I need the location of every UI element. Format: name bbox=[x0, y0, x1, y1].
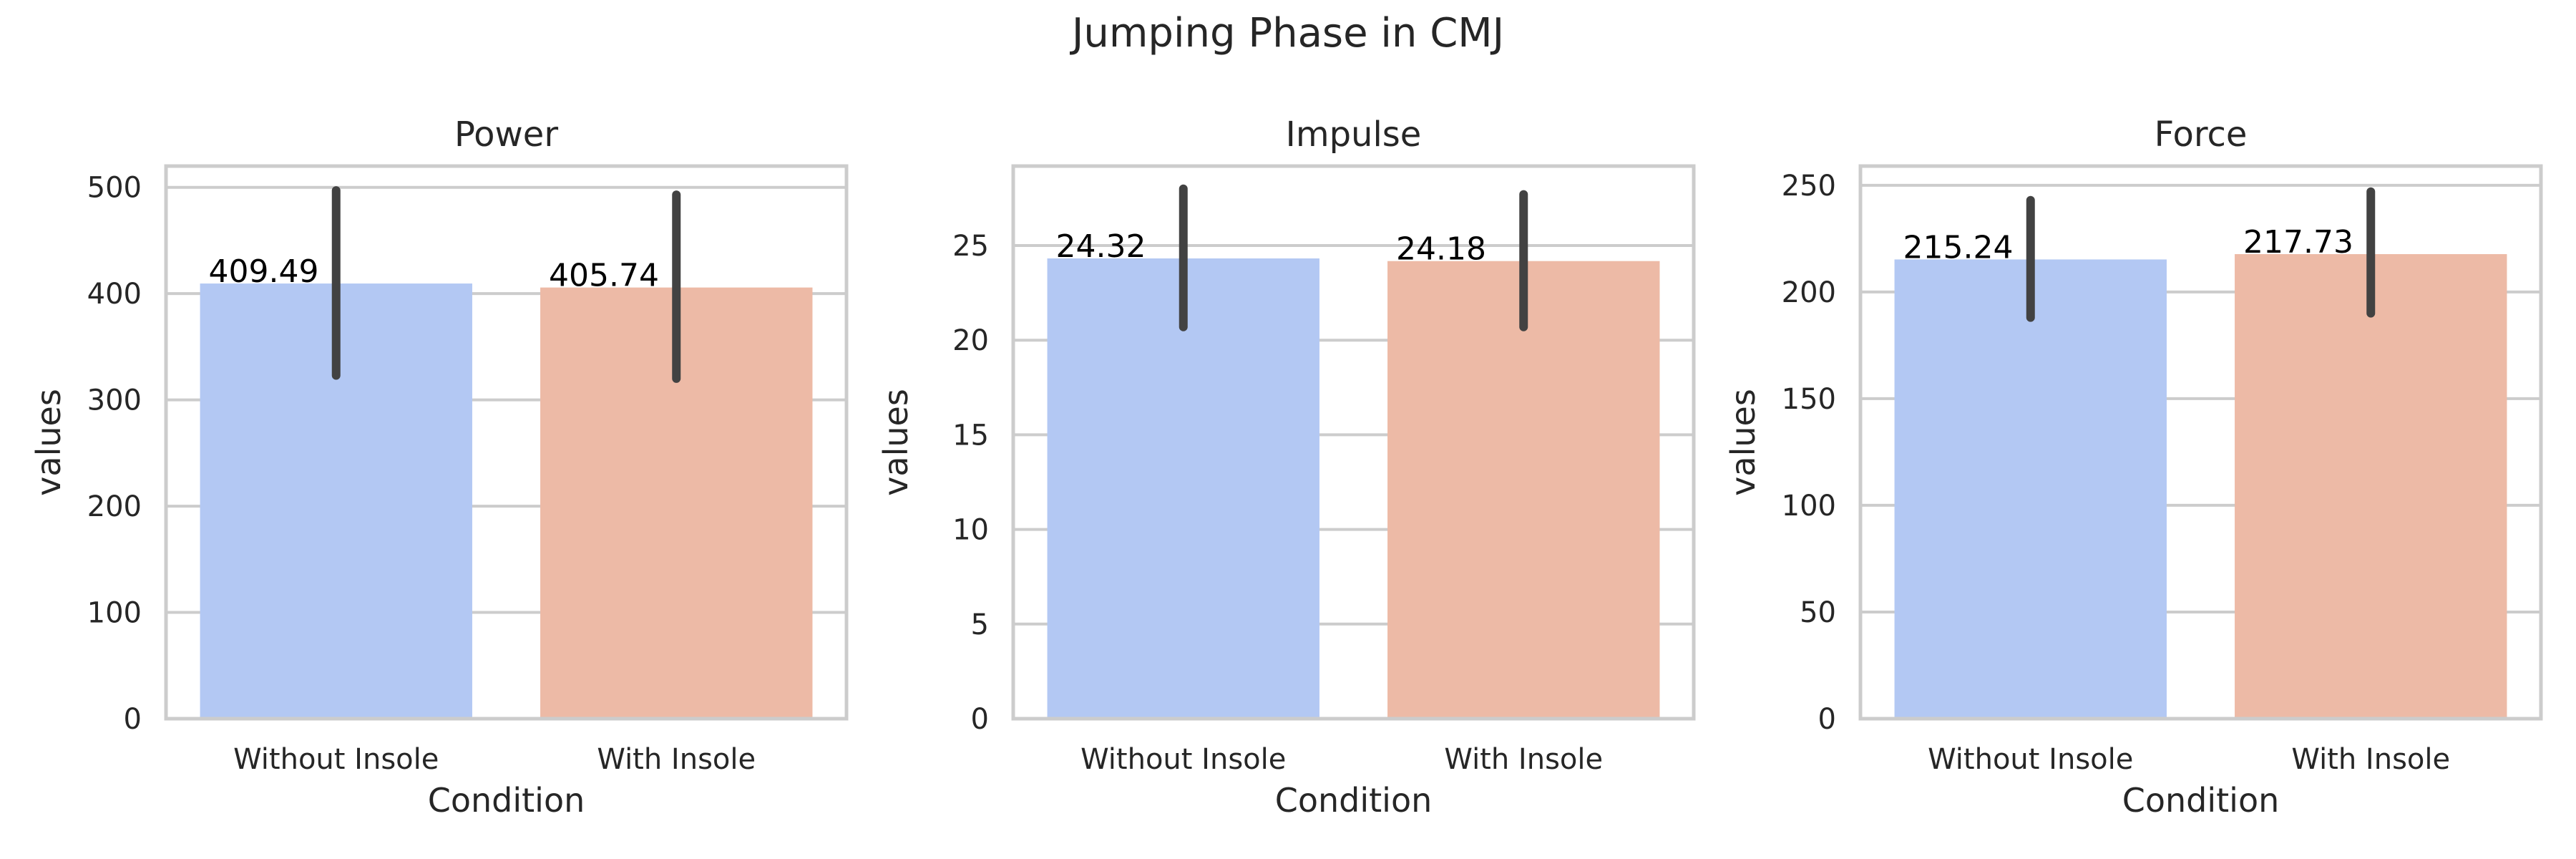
y-tick-label: 50 bbox=[1800, 596, 1836, 629]
value-label: 215.24 bbox=[1903, 229, 2014, 266]
x-axis-label: Condition bbox=[1275, 781, 1433, 820]
y-tick-label: 0 bbox=[1818, 703, 1836, 736]
y-tick-label: 0 bbox=[124, 703, 142, 736]
y-axis-label: values bbox=[29, 389, 68, 496]
value-label: 217.73 bbox=[2243, 224, 2353, 261]
y-axis-label: values bbox=[877, 389, 915, 496]
x-tick-label: Without Insole bbox=[1080, 743, 1286, 776]
y-axis-label: values bbox=[1724, 389, 1762, 496]
panel-title: Force bbox=[2155, 115, 2248, 155]
y-tick-label: 100 bbox=[87, 597, 142, 630]
y-tick-label: 250 bbox=[1782, 170, 1836, 203]
y-tick-label: 10 bbox=[952, 514, 989, 547]
y-tick-label: 15 bbox=[952, 419, 989, 452]
y-tick-label: 0 bbox=[971, 703, 989, 736]
y-tick-label: 25 bbox=[952, 230, 989, 263]
y-tick-label: 400 bbox=[87, 278, 142, 311]
bar-with-insole bbox=[1387, 261, 1660, 719]
y-tick-label: 200 bbox=[1782, 276, 1836, 309]
panel-force: 215.24 217.73 0 50 100 150 200 250 Without Insol… bbox=[1724, 115, 2543, 820]
panel-power: 409.49 405.74 0 100 200 300 400 500 Without Inso… bbox=[29, 115, 849, 820]
axes-frame bbox=[164, 164, 849, 721]
y-tick-label: 500 bbox=[87, 172, 142, 205]
bar-with-insole bbox=[2235, 254, 2507, 719]
x-tick-label: Without Insole bbox=[1928, 743, 2133, 776]
y-tick-label: 150 bbox=[1782, 383, 1836, 416]
bar-without-insole bbox=[1894, 259, 2167, 719]
x-tick-label: With Insole bbox=[2291, 743, 2450, 776]
axes-frame bbox=[1011, 164, 1696, 721]
x-tick-label: With Insole bbox=[597, 743, 756, 776]
axes-frame bbox=[1858, 164, 2543, 721]
value-label: 409.49 bbox=[209, 253, 319, 290]
x-axis-label: Condition bbox=[428, 781, 585, 820]
bar-without-insole bbox=[1047, 258, 1319, 719]
value-label: 24.18 bbox=[1396, 231, 1486, 268]
y-tick-label: 20 bbox=[952, 324, 989, 357]
value-label: 24.32 bbox=[1056, 228, 1146, 265]
x-axis-label: Condition bbox=[2122, 781, 2280, 820]
x-tick-label: Without Insole bbox=[233, 743, 439, 776]
y-tick-label: 300 bbox=[87, 384, 142, 417]
y-tick-label: 100 bbox=[1782, 490, 1836, 523]
value-label: 405.74 bbox=[549, 258, 659, 294]
panel-title: Power bbox=[454, 115, 558, 155]
panel-impulse: 24.32 24.18 0 5 10 15 20 25 Without Insole With I… bbox=[877, 115, 1696, 820]
y-tick-label: 200 bbox=[87, 490, 142, 523]
panel-title: Impulse bbox=[1286, 115, 1422, 155]
x-tick-label: With Insole bbox=[1444, 743, 1603, 776]
chart-suptitle: Jumping Phase in CMJ bbox=[1070, 10, 1504, 57]
y-tick-label: 5 bbox=[971, 608, 989, 641]
